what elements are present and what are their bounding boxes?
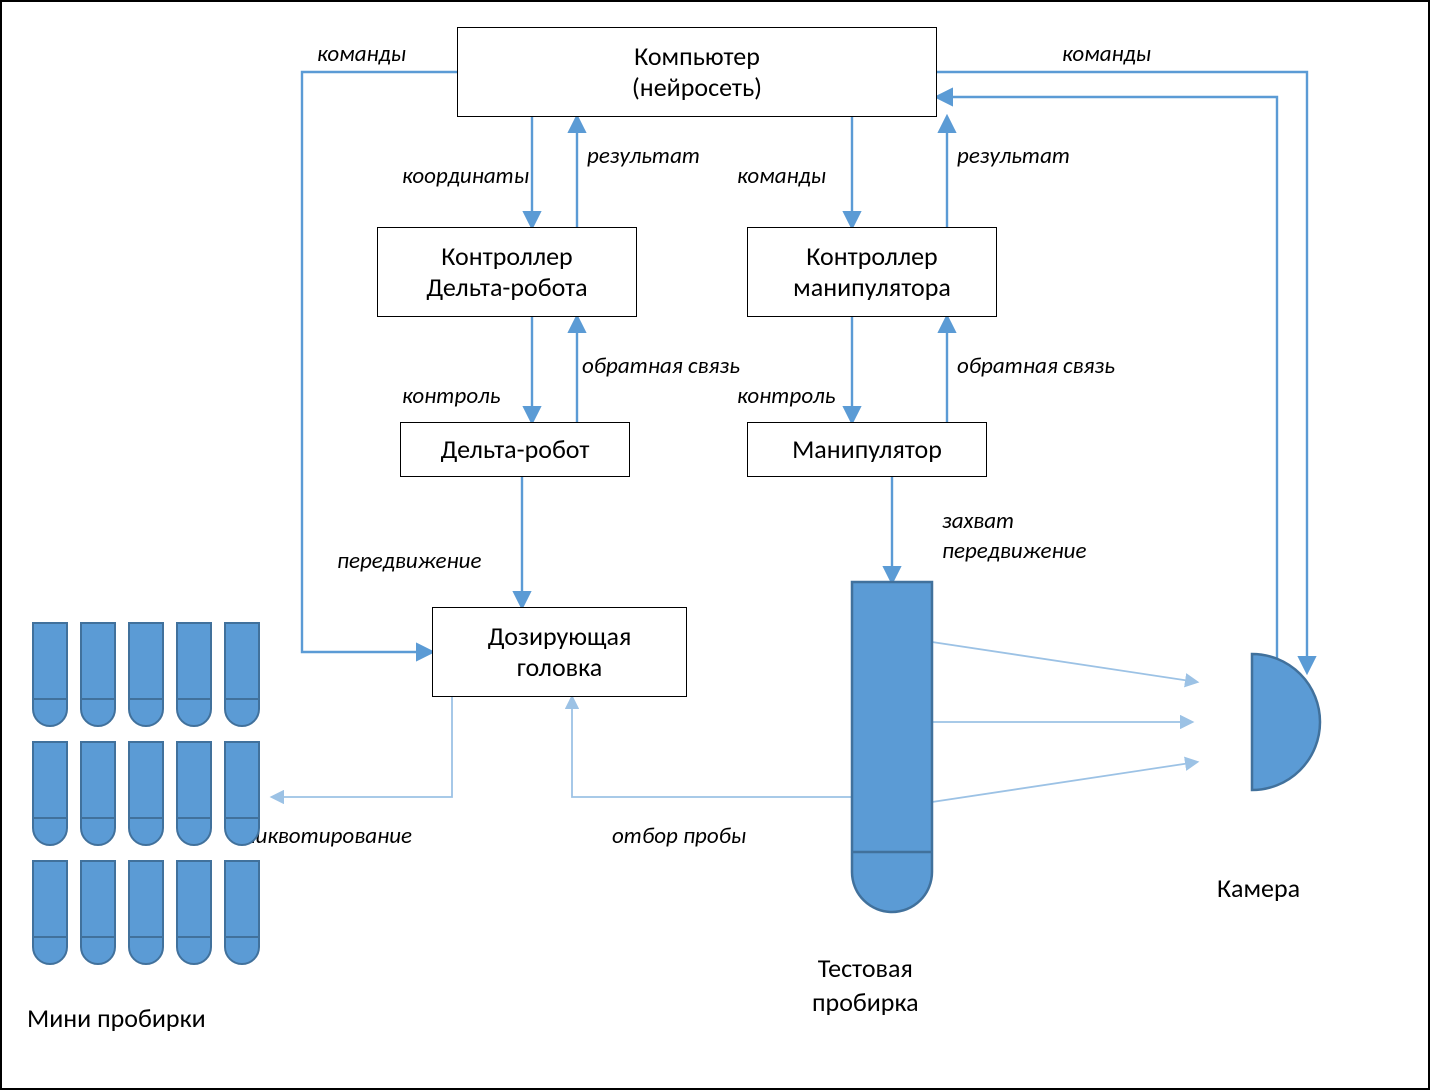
node-manipulator: Манипулятор	[747, 422, 987, 477]
label-control-left: контроль	[402, 382, 500, 410]
mini-tube-icon	[128, 741, 164, 846]
edge-tube_to_cam_1	[932, 642, 1197, 682]
label-cmd-left: команды	[317, 40, 406, 68]
label-grip: захват	[942, 507, 1014, 535]
node-manip-controller: Контроллерманипулятора	[747, 227, 997, 317]
node-dosing-head-text: Дозирующаяголовка	[488, 621, 632, 683]
mini-tube-icon	[80, 622, 116, 727]
label-control-right: контроль	[737, 382, 835, 410]
node-computer: Компьютер(нейросеть)	[457, 27, 937, 117]
node-delta-robot-text: Дельта-робот	[441, 434, 590, 465]
mini-tube-icon	[176, 622, 212, 727]
label-move2: передвижение	[942, 537, 1086, 565]
node-delta-robot: Дельта-робот	[400, 422, 630, 477]
node-dosing-head: Дозирующаяголовка	[432, 607, 687, 697]
label-result-left: результат	[587, 142, 700, 170]
test-tube-icon	[852, 582, 932, 912]
mini-tube-icon	[80, 860, 116, 965]
edge-tube_to_cam_3	[932, 762, 1197, 802]
mini-tube-icon	[32, 622, 68, 727]
mini-tube-icon	[176, 741, 212, 846]
mini-tube-icon	[32, 860, 68, 965]
node-delta-controller: КонтроллерДельта-робота	[377, 227, 637, 317]
label-cmd-mid: команды	[737, 162, 826, 190]
label-feedback-left: обратная связь	[582, 352, 740, 380]
edge-head_to_minitubes	[272, 697, 452, 797]
label-cmd-right: команды	[1062, 40, 1151, 68]
mini-tube-icon	[32, 741, 68, 846]
label-coords: координаты	[402, 162, 529, 190]
node-manip-controller-text: Контроллерманипулятора	[793, 241, 951, 303]
mini-tubes-rack	[32, 622, 260, 979]
caption-test-tube: Тестоваяпробирка	[812, 952, 919, 1020]
diagram-stage: Компьютер(нейросеть) КонтроллерДельта-ро…	[0, 0, 1430, 1090]
caption-mini-tubes: Мини пробирки	[27, 1002, 206, 1034]
mini-tube-icon	[128, 622, 164, 727]
node-manipulator-text: Манипулятор	[792, 434, 942, 465]
mini-tube-icon	[224, 860, 260, 965]
label-feedback-right: обратная связь	[957, 352, 1115, 380]
label-move: передвижение	[337, 547, 481, 575]
label-result-right: результат	[957, 142, 1070, 170]
mini-tube-icon	[80, 741, 116, 846]
node-computer-text: Компьютер(нейросеть)	[632, 41, 762, 103]
mini-tube-icon	[128, 860, 164, 965]
caption-camera: Камера	[1217, 872, 1300, 904]
camera-icon	[1252, 654, 1320, 790]
edge-tube_to_head	[572, 697, 852, 797]
mini-tube-icon	[176, 860, 212, 965]
label-sampling: отбор пробы	[612, 822, 746, 850]
mini-tube-icon	[224, 741, 260, 846]
node-delta-controller-text: КонтроллерДельта-робота	[426, 241, 587, 303]
mini-tube-icon	[224, 622, 260, 727]
